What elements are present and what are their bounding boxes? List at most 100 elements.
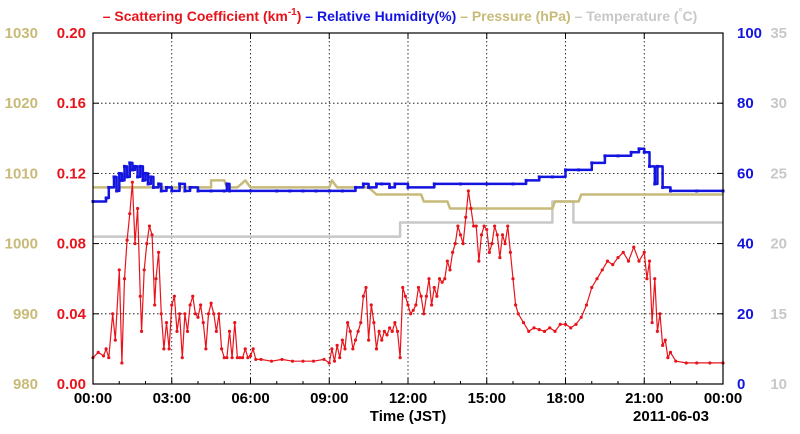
scattering-point [153,303,157,307]
scattering-point [241,356,245,360]
scattering-point [142,268,146,272]
scattering-point [101,354,106,358]
scattering-point [238,356,242,360]
humidity-point [188,185,192,189]
x-tick-label: 12:00 [389,390,427,407]
humidity-point [222,189,226,193]
scattering-point [201,320,205,325]
scattering-point [411,308,415,312]
scattering-point [409,312,413,316]
humidity-point [115,189,119,193]
scattering-point [674,359,678,363]
y-tick-label-pressure: 1030 [5,25,38,42]
y-tick-label-scattering: 0.16 [57,95,86,112]
scattering-point [437,277,442,281]
scattering-point [248,354,253,358]
scattering-point [445,259,449,263]
x-tick-label: 03:00 [153,390,191,407]
scattering-point [621,250,625,254]
scattering-point [626,259,631,263]
humidity-point [603,154,607,158]
scattering-point [322,357,326,362]
scattering-point [117,268,121,272]
series-line-temperature [93,200,723,238]
scattering-point [503,242,507,246]
scattering-point [356,329,360,333]
scattering-point [348,329,352,333]
scattering-point [542,329,547,333]
legend: – Scattering Coefficient (km-1) – Relati… [103,7,698,24]
scattering-point [385,333,389,337]
scattering-point [162,347,166,351]
x-tick-label: 06:00 [231,390,269,407]
humidity-point [178,182,182,186]
scattering-point [708,361,712,365]
scattering-point [199,303,203,307]
humidity-point [314,189,318,193]
scattering-point [661,343,665,347]
y-tick-label-temperature: 30 [770,95,787,112]
scattering-point [469,206,473,211]
scattering-point [380,338,384,342]
scattering-point [154,277,158,281]
scattering-point [147,224,152,228]
x-tick-label: 00:00 [74,390,112,407]
scattering-point [511,277,515,281]
y-tick-label-humidity: 60 [737,165,754,182]
scattering-point [487,250,491,254]
scattering-point [214,329,218,333]
scattering-point [464,215,468,219]
scattering-point [125,238,129,242]
x-tick-label: 21:00 [625,390,663,407]
scattering-point [527,329,531,333]
scattering-point [611,263,615,267]
scattering-point [532,326,536,330]
scattering-point [335,343,339,347]
scattering-point [695,361,699,365]
scattering-point [130,180,134,184]
scattering-point [490,242,494,246]
scattering-point [377,329,381,333]
humidity-point [165,185,168,189]
humidity-point [133,164,137,168]
scattering-point [435,294,439,298]
scattering-point [416,285,421,290]
scattering-point [133,242,137,246]
legend-sup-temperature: ° [679,7,683,18]
y-tick-label-scattering: 0.00 [57,376,86,393]
humidity-point [367,185,371,189]
humidity-point [209,189,213,193]
y-tick-label-pressure: 1000 [5,236,38,253]
legend-entry-scattering: – Scattering Coefficient (km [103,8,288,24]
humidity-point [225,182,229,186]
scattering-point [419,294,423,298]
scattering-point [138,294,142,298]
humidity-point [275,189,279,193]
x-axis-ticks: 00:00 03:00 06:00 09:00 12:00 15:00 18:00 21:00… [74,33,742,407]
humidity-point [249,189,252,193]
scattering-point [340,338,344,342]
scattering-point [330,347,334,351]
grid [93,33,723,384]
scattering-point [493,224,497,228]
humidity-point [388,185,392,189]
scattering-point [301,359,305,363]
scattering-point [136,206,140,211]
humidity-point [112,175,116,179]
scattering-point [427,277,431,281]
scattering-point [367,338,371,342]
humidity-point [159,189,163,193]
scattering-point [516,312,520,316]
scattering-point [461,242,465,246]
humidity-point [340,189,344,193]
scattering-point [448,268,452,272]
humidity-point [183,189,187,193]
scattering-point [374,347,379,351]
scattering-point [642,250,646,254]
scattering-point [172,294,176,298]
scattering-point [178,312,182,316]
scattering-point [204,347,208,351]
y-tick-label-humidity: 100 [737,25,762,42]
y-tick-label-temperature: 25 [770,165,787,182]
scattering-point [485,227,489,232]
